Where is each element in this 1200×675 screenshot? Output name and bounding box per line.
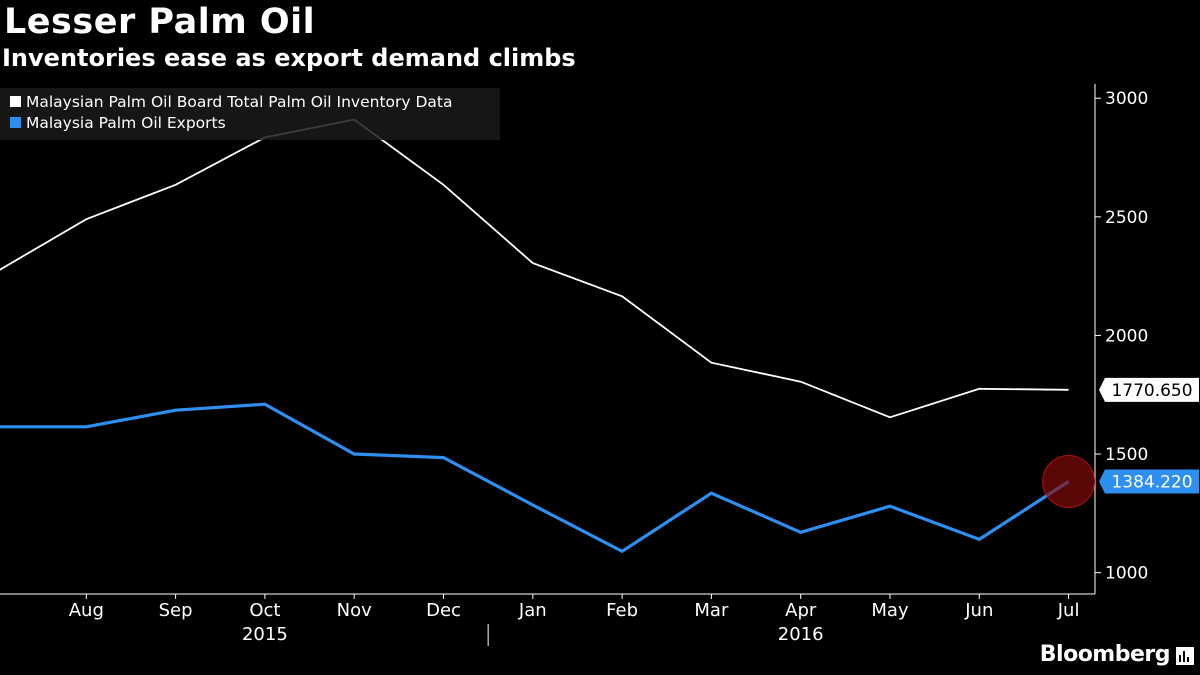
- x-tick-label: Nov: [337, 600, 372, 621]
- x-year-label: 2016: [778, 624, 824, 645]
- bloomberg-logo: Bloomberg: [1039, 642, 1171, 667]
- x-tick-label: Jun: [964, 600, 993, 621]
- legend-label-exports: Malaysia Palm Oil Exports: [26, 114, 226, 132]
- x-tick-label: Sep: [159, 600, 193, 621]
- y-tick-label: 2500: [1105, 208, 1148, 228]
- y-tick-label: 2000: [1105, 326, 1148, 346]
- x-tick-label: May: [871, 600, 909, 621]
- x-tick-label: Jul: [1057, 600, 1080, 621]
- exports-value-label: 1384.220: [1111, 473, 1192, 493]
- x-year-label: 2015: [242, 624, 288, 645]
- x-tick-label: Mar: [694, 600, 729, 621]
- x-tick-label: Oct: [249, 600, 280, 621]
- legend-box: [0, 88, 500, 140]
- x-tick-label: Apr: [785, 600, 817, 621]
- legend-swatch-exports: [10, 117, 21, 128]
- exports-series-line: [0, 402, 1070, 554]
- bloomberg-terminal-icon: [1176, 647, 1194, 665]
- x-tick-label: Jan: [518, 600, 547, 621]
- inventory-value-tag: [1099, 377, 1199, 402]
- chart-title: Lesser Palm Oil: [4, 2, 316, 42]
- last-point-highlight: [1042, 455, 1096, 509]
- legend-label-inventory: Malaysian Palm Oil Board Total Palm Oil …: [26, 93, 453, 111]
- x-tick-label: Feb: [606, 600, 638, 621]
- y-tick-label: 3000: [1105, 89, 1148, 109]
- inventory-series-line: [0, 118, 1069, 419]
- chart-subtitle: Inventories ease as export demand climbs: [2, 44, 576, 72]
- y-tick-label: 1500: [1105, 445, 1148, 465]
- x-tick-label: Aug: [69, 600, 104, 621]
- legend-swatch-inventory: [10, 96, 21, 107]
- exports-value-tag: [1099, 469, 1199, 494]
- y-tick-label: 1000: [1105, 564, 1148, 584]
- x-tick-label: Dec: [426, 600, 461, 621]
- inventory-value-label: 1770.650: [1111, 381, 1192, 401]
